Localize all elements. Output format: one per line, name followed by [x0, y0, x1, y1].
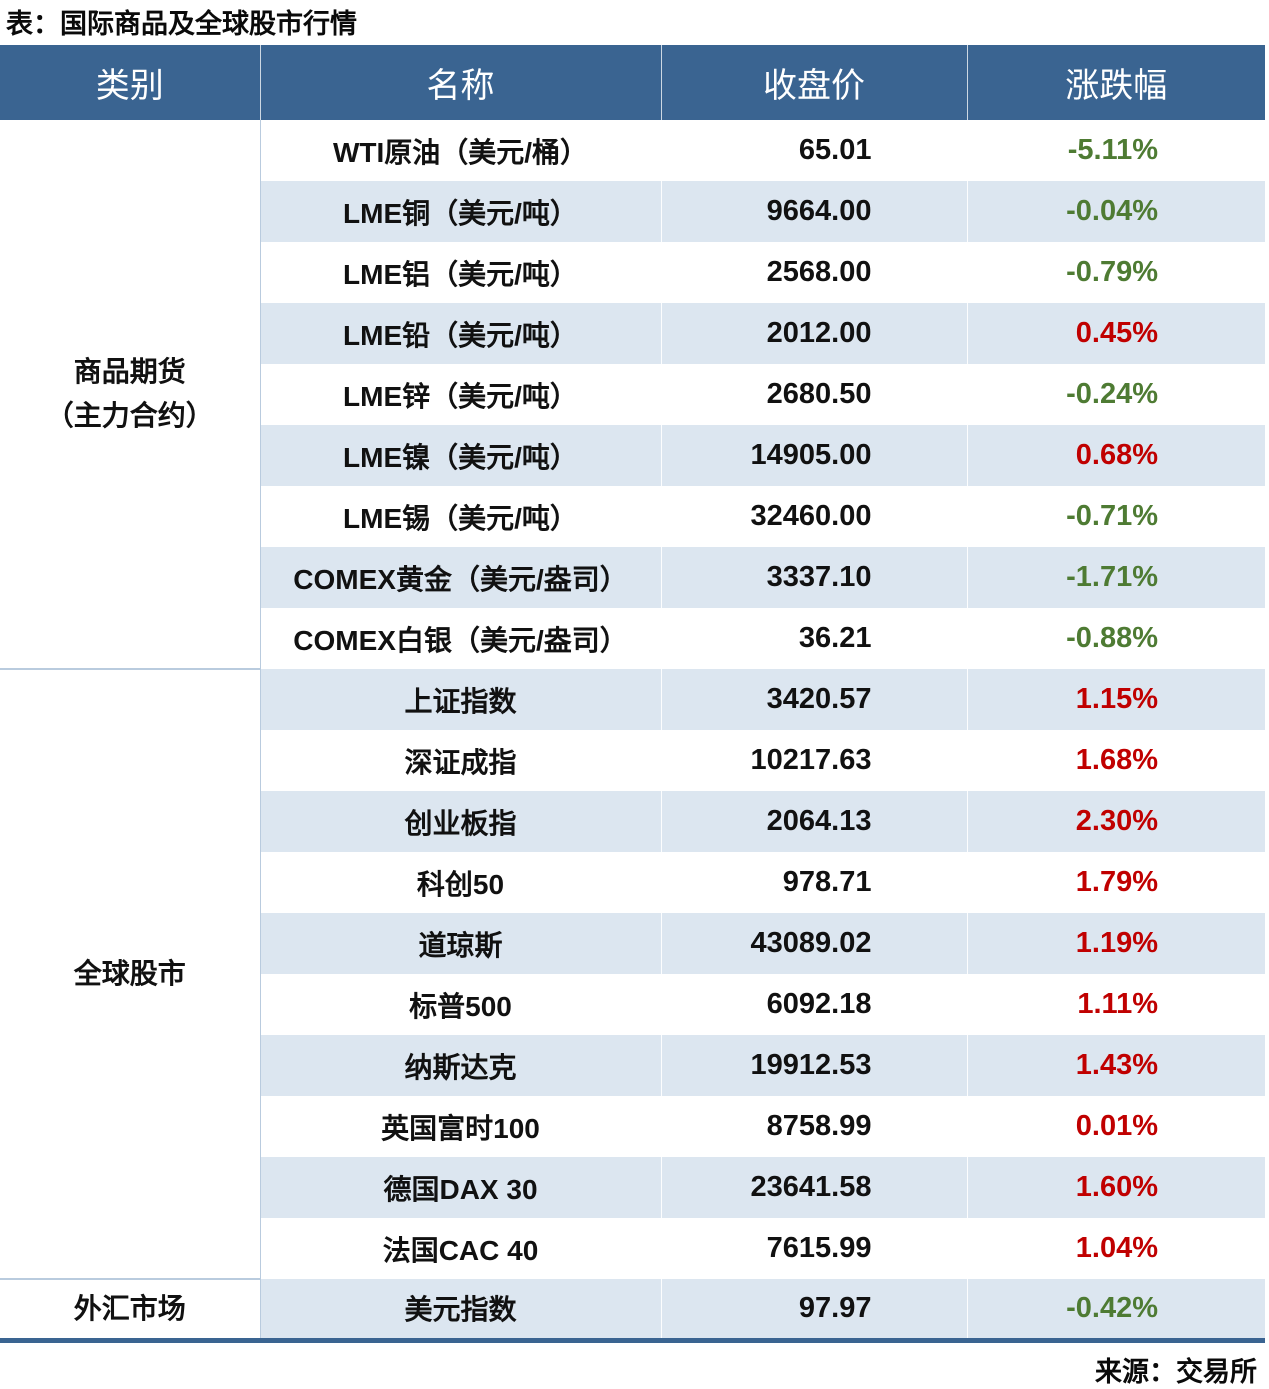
- instrument-name: 纳斯达克: [260, 1035, 661, 1096]
- close-price: 6092.18: [660, 974, 967, 1035]
- table-row: LME铜（美元/吨） 9664.00 -0.04%: [0, 181, 1265, 242]
- change-percent: -5.11%: [966, 120, 1265, 181]
- category-label-line: 外汇市场: [73, 1292, 186, 1324]
- category-label-line: 全球股市: [73, 958, 186, 989]
- instrument-name: LME锌（美元/吨）: [343, 380, 578, 412]
- table-row: LME锡（美元/吨） 32460.00 -0.71%: [0, 486, 1265, 547]
- instrument-name: 德国DAX 30: [260, 1157, 661, 1218]
- close-price: 978.71: [660, 852, 967, 913]
- header-change-percent: 涨跌幅: [966, 45, 1265, 120]
- instrument-name: COMEX黄金（美元/盎司）: [260, 547, 661, 608]
- change-percent: 0.01%: [966, 1096, 1265, 1157]
- instrument-name: 英国富时100: [381, 1112, 540, 1144]
- close-price: 36.21: [660, 608, 967, 669]
- instrument-name: LME锡（美元/吨）: [343, 502, 578, 534]
- close-price: 23641.58: [660, 1157, 967, 1218]
- change-percent: 2.30%: [966, 791, 1265, 852]
- change-percent: 0.45%: [966, 303, 1265, 364]
- source-note: 来源：交易所: [1095, 1356, 1257, 1387]
- instrument-name: 道琼斯: [260, 913, 661, 974]
- header-name: 名称: [259, 45, 661, 120]
- category-cell: 外汇市场: [0, 1278, 261, 1340]
- close-price: 2568.00: [660, 242, 967, 303]
- category-label-line: 商品期货: [73, 356, 186, 387]
- change-percent: 1.43%: [966, 1035, 1265, 1096]
- category-cell: 全球股市: [0, 668, 261, 1279]
- close-price: 7615.99: [660, 1218, 967, 1279]
- table-row: 英国富时100 8758.99 0.01%: [0, 1096, 1265, 1157]
- change-percent: 1.19%: [966, 913, 1265, 974]
- table-row: 全球股市 上证指数 3420.57 1.15%: [0, 668, 1265, 1279]
- table-row: 德国DAX 30 23641.58 1.60%: [0, 1157, 1265, 1218]
- header-category: 类别: [0, 45, 260, 120]
- change-percent: -0.04%: [966, 181, 1265, 242]
- table-row: 标普500 6092.18 1.11%: [0, 974, 1265, 1035]
- table-row: 道琼斯 43089.02 1.19%: [0, 913, 1265, 974]
- table-row: 商品期货 （主力合约） WTI原油（美元/桶） 65.01 -5.11%: [0, 120, 1265, 669]
- close-price: 2064.13: [660, 791, 967, 852]
- category-label-line: （主力合约）: [45, 400, 214, 431]
- close-price: 19912.53: [660, 1035, 967, 1096]
- close-price: 14905.00: [660, 425, 967, 486]
- instrument-name: COMEX白银（美元/盎司）: [293, 624, 628, 656]
- close-price: 9664.00: [660, 181, 967, 242]
- change-percent: 1.11%: [966, 974, 1265, 1035]
- change-percent: 1.04%: [966, 1218, 1265, 1279]
- change-percent: -0.42%: [966, 1279, 1265, 1340]
- close-price: 43089.02: [660, 913, 967, 974]
- change-percent: 1.68%: [966, 730, 1265, 791]
- instrument-name: 标普500: [409, 990, 512, 1022]
- instrument-name: 上证指数: [260, 669, 661, 730]
- change-percent: 1.15%: [966, 669, 1265, 730]
- instrument-name: LME铅（美元/吨）: [260, 303, 661, 364]
- change-percent: -1.71%: [966, 547, 1265, 608]
- change-percent: 1.60%: [966, 1157, 1265, 1218]
- table-row: COMEX白银（美元/盎司） 36.21 -0.88%: [0, 608, 1265, 669]
- change-percent: -0.24%: [966, 364, 1265, 425]
- change-percent: -0.79%: [966, 242, 1265, 303]
- instrument-name: 科创50: [416, 868, 505, 900]
- instrument-name: WTI原油（美元/桶）: [332, 136, 589, 168]
- close-price: 65.01: [660, 120, 967, 181]
- table-row: 深证成指 10217.63 1.68%: [0, 730, 1265, 791]
- page-title: 表：国际商品及全球股市行情: [6, 9, 357, 39]
- close-price: 3420.57: [660, 669, 967, 730]
- table-row: LME铝（美元/吨） 2568.00 -0.79%: [0, 242, 1265, 303]
- table-row: LME镍（美元/吨） 14905.00 0.68%: [0, 425, 1265, 486]
- instrument-name: 深证成指: [404, 746, 517, 778]
- market-table: 类别 名称 收盘价 涨跌幅 商品期货 （主力合约） WTI原油（美元/桶） 65.01…: [0, 45, 1265, 1343]
- table-row: 科创50 978.71 1.79%: [0, 852, 1265, 913]
- close-price: 2012.00: [660, 303, 967, 364]
- instrument-name: LME铝（美元/吨）: [343, 258, 578, 290]
- close-price: 8758.99: [660, 1096, 967, 1157]
- close-price: 2680.50: [660, 364, 967, 425]
- close-price: 97.97: [660, 1279, 967, 1340]
- table-row: LME锌（美元/吨） 2680.50 -0.24%: [0, 364, 1265, 425]
- instrument-name: LME镍（美元/吨）: [260, 425, 661, 486]
- table-row: COMEX黄金（美元/盎司） 3337.10 -1.71%: [0, 547, 1265, 608]
- table-row: 外汇市场 美元指数 97.97 -0.42%: [0, 1278, 1265, 1340]
- close-price: 3337.10: [660, 547, 967, 608]
- table-row: 法国CAC 40 7615.99 1.04%: [0, 1218, 1265, 1279]
- close-price: 10217.63: [660, 730, 967, 791]
- change-percent: -0.88%: [966, 608, 1265, 669]
- header-row: 类别 名称 收盘价 涨跌幅: [0, 45, 1265, 120]
- change-percent: -0.71%: [966, 486, 1265, 547]
- header-close-price: 收盘价: [660, 45, 967, 120]
- change-percent: 0.68%: [966, 425, 1265, 486]
- instrument-name: 创业板指: [260, 791, 661, 852]
- close-price: 32460.00: [660, 486, 967, 547]
- table-header: 类别 名称 收盘价 涨跌幅: [0, 45, 1265, 120]
- table-row: 创业板指 2064.13 2.30%: [0, 791, 1265, 852]
- category-cell: 商品期货 （主力合约）: [0, 120, 261, 669]
- table-body: 商品期货 （主力合约） WTI原油（美元/桶） 65.01 -5.11% LME铜（美元/…: [0, 120, 1265, 1340]
- change-percent: 1.79%: [966, 852, 1265, 913]
- instrument-name: LME铜（美元/吨）: [260, 181, 661, 242]
- instrument-name: 美元指数: [260, 1279, 661, 1340]
- table-row: LME铅（美元/吨） 2012.00 0.45%: [0, 303, 1265, 364]
- table-row: 纳斯达克 19912.53 1.43%: [0, 1035, 1265, 1096]
- instrument-name: 法国CAC 40: [382, 1234, 539, 1266]
